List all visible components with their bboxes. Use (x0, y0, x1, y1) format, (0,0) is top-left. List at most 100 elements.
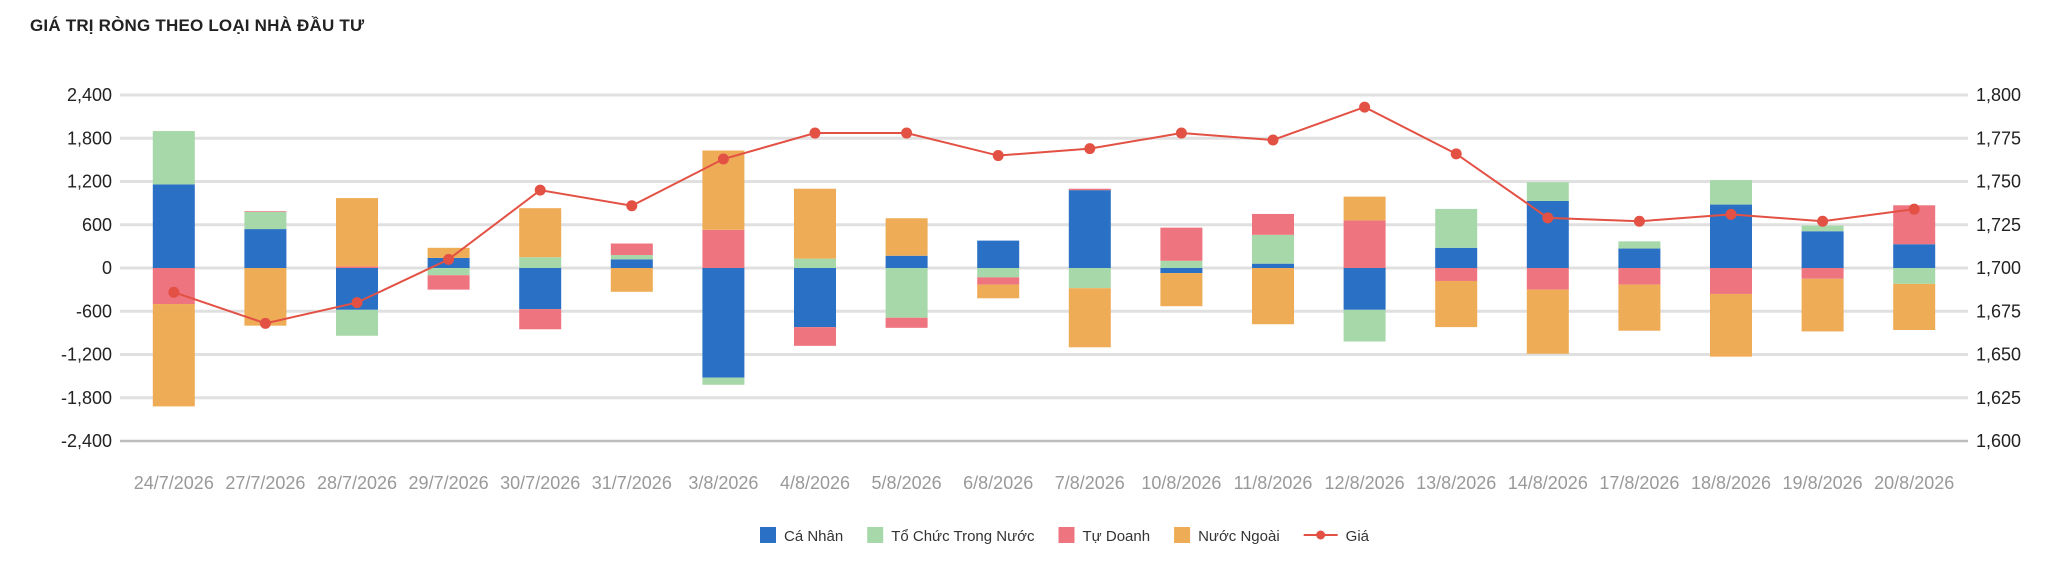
y-left-tick-label: -2,400 (61, 431, 112, 451)
price-point (351, 297, 363, 309)
bar-nước-ngoài (336, 198, 378, 267)
price-point (1359, 101, 1371, 113)
bar-nước-ngoài (1435, 280, 1478, 328)
x-tick-label: 30/7/2026 (500, 473, 580, 493)
bar-tổ-chức-trong-nước (1435, 208, 1478, 248)
bar-nước-ngoài (794, 188, 836, 259)
bar-tổ-chức-trong-nước (885, 268, 928, 318)
bar-tự-doanh (1526, 268, 1569, 290)
legend: Cá Nhân Tổ Chức Trong Nước Tự Doanh Nước Ng… (760, 527, 1370, 545)
x-tick-label: 27/7/2026 (225, 473, 305, 493)
x-axis-ticks: 24/7/2026 27/7/2026 28/7/2026 29/7/2026 30/7… (134, 473, 1954, 493)
bar-tổ-chức-trong-nước (610, 255, 653, 260)
bar-tổ-chức-trong-nước (977, 268, 1020, 278)
bar-tự-doanh (1343, 220, 1386, 268)
price-point (1817, 215, 1829, 227)
x-tick-label: 18/8/2026 (1691, 473, 1771, 493)
legend-swatch (760, 527, 776, 543)
y-left-tick-label: 1,200 (67, 172, 112, 192)
x-tick-label: 4/8/2026 (780, 473, 850, 493)
bar-nước-ngoài (610, 268, 653, 292)
x-tick-label: 14/8/2026 (1508, 473, 1588, 493)
bar-tự-doanh (794, 327, 836, 346)
bar-cá-nhân (244, 229, 287, 268)
y-right-tick-label: 1,800 (1976, 85, 2021, 105)
price-point (1908, 203, 1920, 215)
legend-label: Tự Doanh (1083, 528, 1151, 545)
right-axis-ticks: 1,800 1,775 1,750 1,725 1,700 1,675 1,650 1,625… (1976, 85, 2021, 451)
x-tick-label: 29/7/2026 (409, 473, 489, 493)
y-right-tick-label: 1,700 (1976, 258, 2021, 278)
x-tick-label: 13/8/2026 (1416, 473, 1496, 493)
bar-cá-nhân (1343, 268, 1386, 310)
bar-tổ-chức-trong-nước (1343, 309, 1386, 342)
bar-nước-ngoài (1710, 293, 1752, 357)
bar-tự-doanh (152, 268, 195, 305)
bar-tự-doanh (1160, 227, 1203, 261)
bar-tổ-chức-trong-nước (427, 268, 470, 276)
price-point (443, 253, 455, 265)
price-point (1633, 215, 1645, 227)
bar-tự-doanh (519, 309, 562, 330)
bar-nước-ngoài (1801, 278, 1844, 332)
y-left-tick-label: 2,400 (67, 85, 112, 105)
y-right-tick-label: 1,675 (1976, 301, 2021, 321)
bar-nước-ngoài (1526, 289, 1569, 354)
bar-nước-ngoài (427, 247, 470, 258)
bar-nước-ngoài (152, 304, 195, 407)
y-left-tick-label: -600 (76, 301, 112, 321)
bar-cá-nhân (610, 259, 653, 268)
bar-tự-doanh (1710, 268, 1752, 294)
x-tick-label: 11/8/2026 (1234, 473, 1313, 493)
bar-cá-nhân (1435, 247, 1478, 268)
legend-label: Cá Nhân (784, 528, 843, 545)
bar-tổ-chức-trong-nước (336, 309, 378, 336)
bar-nước-ngoài (1252, 268, 1294, 325)
chart-title: GIÁ TRỊ RÒNG THEO LOẠI NHÀ ĐẦU TƯ (30, 16, 365, 35)
bar-cá-nhân (1893, 244, 1936, 268)
bar-tổ-chức-trong-nước (702, 377, 745, 385)
bar-cá-nhân (1068, 190, 1111, 268)
x-tick-label: 6/8/2026 (963, 473, 1033, 493)
x-tick-label: 5/8/2026 (872, 473, 942, 493)
bar-tổ-chức-trong-nước (1618, 241, 1661, 249)
bar-tổ-chức-trong-nước (519, 257, 562, 268)
bar-tự-doanh (427, 275, 470, 290)
legend-swatch (1058, 527, 1075, 543)
bar-nước-ngoài (1893, 283, 1936, 330)
bar-cá-nhân (152, 184, 195, 268)
left-axis-ticks: 2,400 1,800 1,200 600 0 -600 -1,200 -1,800 -2,40… (61, 85, 112, 451)
bar-tự-doanh (1435, 268, 1478, 281)
bar-tổ-chức-trong-nước (244, 211, 287, 230)
bar-tổ-chức-trong-nước (1893, 268, 1936, 284)
bar-tự-doanh (610, 243, 653, 256)
x-tick-label: 19/8/2026 (1783, 473, 1863, 493)
bar-cá-nhân (1801, 231, 1844, 268)
y-right-tick-label: 1,750 (1976, 172, 2021, 192)
bar-tự-doanh (336, 266, 378, 268)
bar-tự-doanh (1068, 188, 1111, 191)
bar-tự-doanh (1618, 268, 1661, 285)
bar-nước-ngoài (977, 284, 1020, 299)
bar-cá-nhân (885, 255, 928, 268)
bar-cá-nhân (794, 268, 836, 328)
price-point (1450, 148, 1462, 160)
x-tick-label: 20/8/2026 (1874, 473, 1954, 493)
bar-tổ-chức-trong-nước (1526, 182, 1569, 201)
price-point (534, 184, 546, 196)
legend-label: Giá (1346, 528, 1370, 545)
x-tick-label: 7/8/2026 (1055, 473, 1125, 493)
bar-tự-doanh (1252, 213, 1294, 235)
gridlines (120, 93, 1968, 443)
price-point (1725, 208, 1737, 220)
x-tick-label: 24/7/2026 (134, 473, 214, 493)
bar-cá-nhân (1252, 263, 1294, 268)
bar-nước-ngoài (1160, 273, 1203, 307)
legend-label: Tổ Chức Trong Nước (891, 528, 1035, 545)
price-point (1084, 143, 1096, 155)
legend-swatch (867, 527, 884, 543)
x-tick-label: 17/8/2026 (1599, 473, 1679, 493)
bar-cá-nhân (1526, 200, 1569, 268)
legend-label: Nước Ngoài (1198, 528, 1280, 545)
